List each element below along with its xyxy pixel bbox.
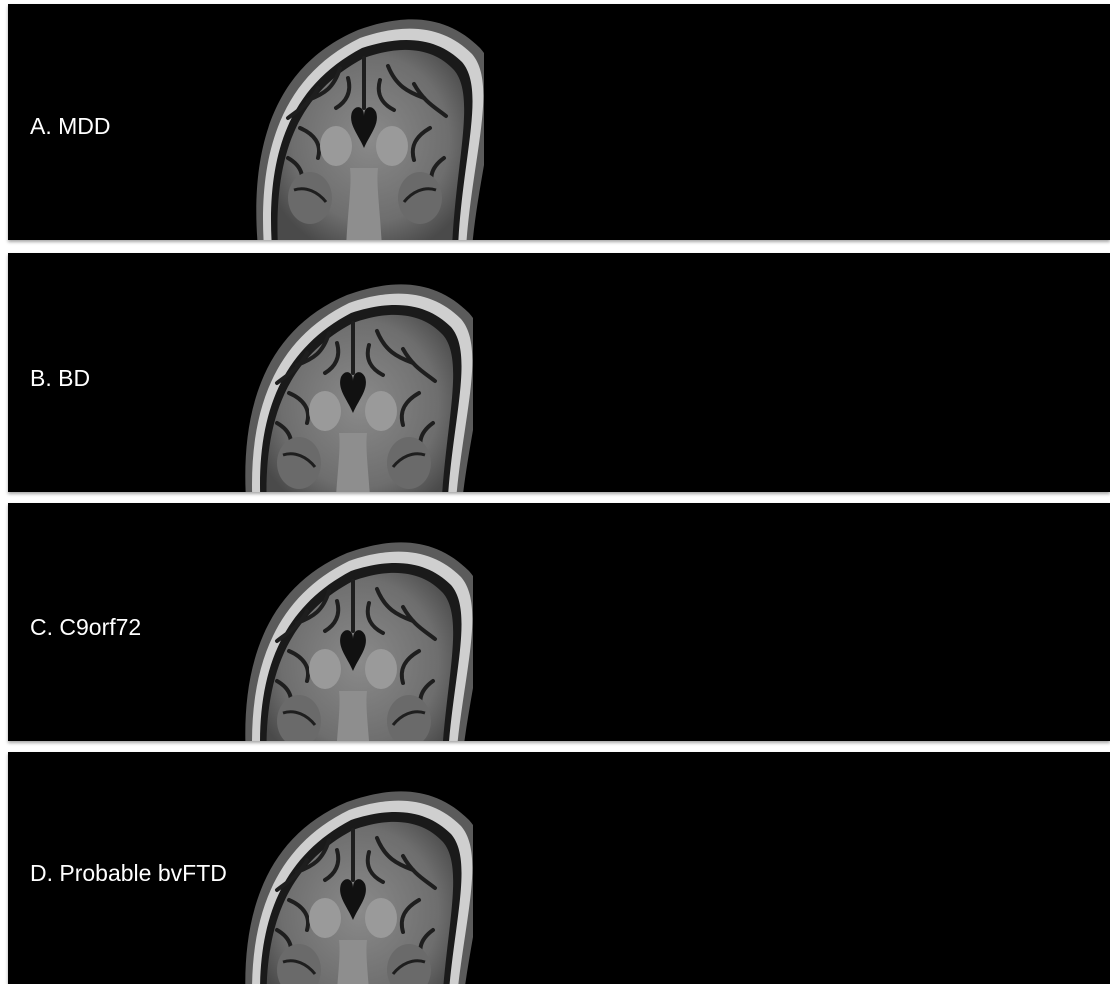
coronal-mri-image xyxy=(243,540,473,741)
panel-label: C. C9orf72 xyxy=(30,614,142,640)
coronal-mri-image xyxy=(243,282,473,492)
mri-panel-a: A. MDD xyxy=(8,4,1110,240)
mri-panel-b: B. BD xyxy=(8,253,1110,492)
mri-panel-d: D. Probable bvFTD xyxy=(8,752,1110,984)
panel-label: A. MDD xyxy=(30,113,111,139)
mri-panel-c: C. C9orf72 xyxy=(8,503,1110,741)
panel-label: B. BD xyxy=(30,365,91,391)
coronal-mri-image xyxy=(254,17,484,240)
panel-label: D. Probable bvFTD xyxy=(30,860,227,886)
coronal-mri-image xyxy=(243,789,473,984)
